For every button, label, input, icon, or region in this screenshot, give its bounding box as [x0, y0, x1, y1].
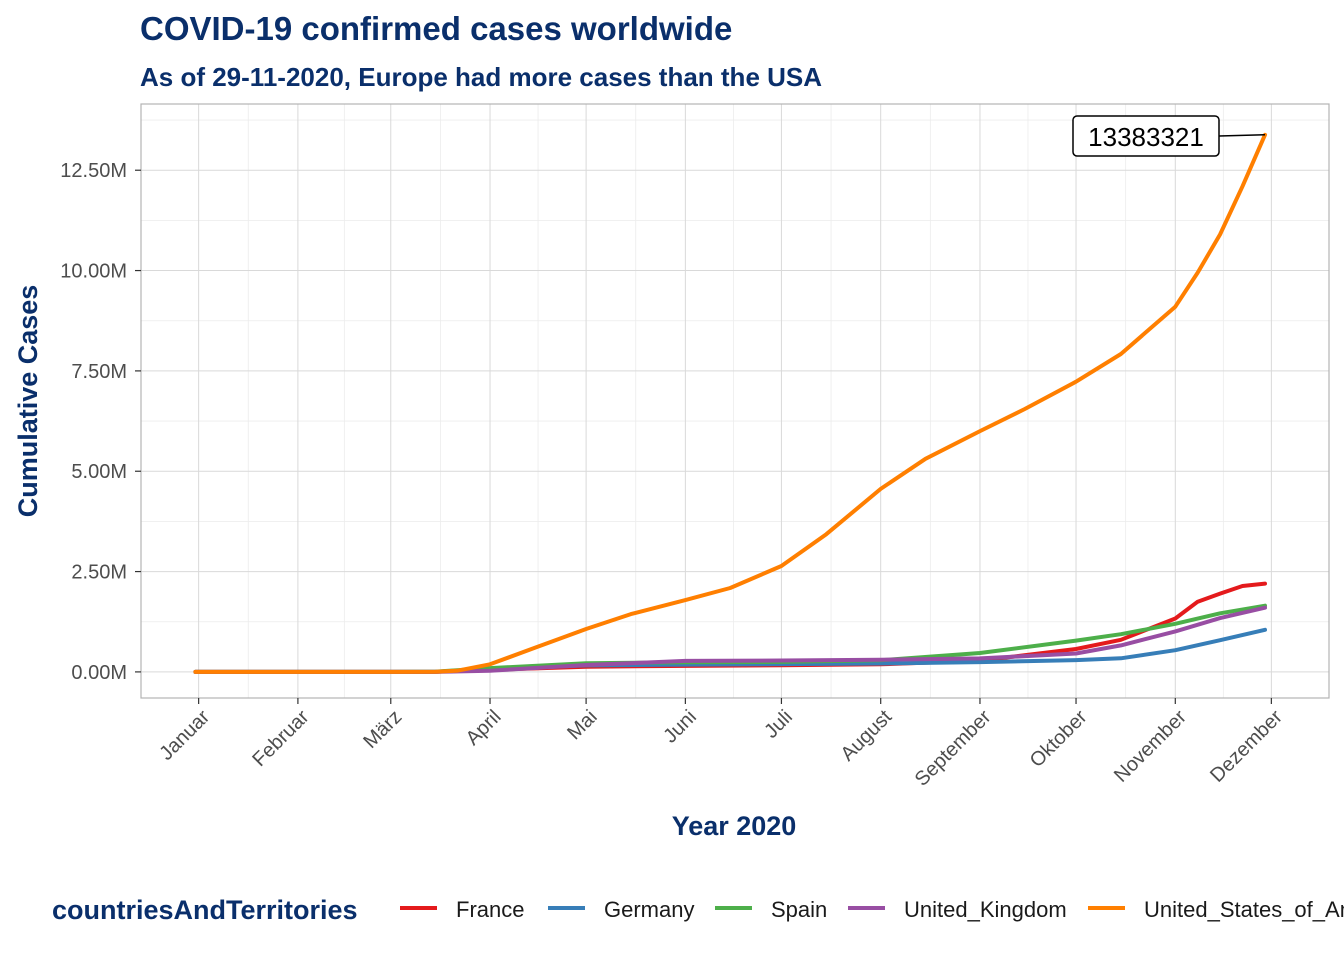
y-axis-title: Cumulative Cases — [13, 285, 43, 518]
x-tick-label: Februar — [248, 706, 313, 771]
x-tick-label: Dezember — [1206, 706, 1287, 787]
legend-title: countriesAndTerritories — [52, 895, 358, 925]
legend-item-label: Germany — [604, 897, 694, 922]
legend: countriesAndTerritories France Germany Spa… — [52, 895, 1344, 925]
chart-subtitle: As of 29-11-2020, Europe had more cases … — [140, 62, 822, 92]
x-tick-label: Juli — [760, 706, 797, 743]
x-tick-label: Januar — [155, 706, 214, 765]
series-lines — [193, 132, 1267, 674]
x-axis-ticks: Januar Februar März April Mai Juni Juli August S… — [155, 698, 1287, 791]
x-tick-label: Oktober — [1026, 706, 1092, 772]
plot-panel-border — [140, 103, 1330, 699]
y-tick-label: 0.00M — [71, 662, 127, 684]
annotation-leader-line — [1218, 134, 1265, 137]
legend-item-label: Spain — [771, 897, 827, 922]
x-tick-label: Mai — [563, 706, 601, 744]
y-tick-label: 12.50M — [60, 160, 127, 182]
y-tick-label: 2.50M — [71, 562, 127, 584]
legend-item-label: United_Kingdom — [904, 897, 1067, 922]
x-axis-title: Year 2020 — [672, 811, 797, 841]
legend-item-label: United_States_of_America — [1144, 897, 1344, 922]
y-axis-ticks: 0.00M 2.50M 5.00M 7.50M 10.00M 12.50M — [60, 160, 141, 684]
legend-item-label: France — [456, 897, 524, 922]
x-tick-label: August — [837, 706, 897, 766]
y-tick-label: 5.00M — [71, 461, 127, 483]
grid-lines — [141, 104, 1329, 698]
annotation-label: 13383321 — [1088, 122, 1204, 152]
x-tick-label: Juni — [659, 706, 701, 748]
x-tick-label: September — [911, 706, 996, 791]
x-tick-label: November — [1110, 706, 1191, 787]
x-tick-label: März — [359, 706, 406, 753]
y-tick-label: 10.00M — [60, 261, 127, 283]
chart-title: COVID-19 confirmed cases worldwide — [140, 10, 732, 47]
series-line-united-kingdom — [193, 605, 1267, 674]
y-tick-label: 7.50M — [71, 361, 127, 383]
series-line-united-states-of-america — [193, 132, 1267, 674]
x-tick-label: April — [462, 706, 506, 750]
annotation-box — [1072, 115, 1220, 157]
value-annotation: 13383321 — [1072, 115, 1265, 157]
